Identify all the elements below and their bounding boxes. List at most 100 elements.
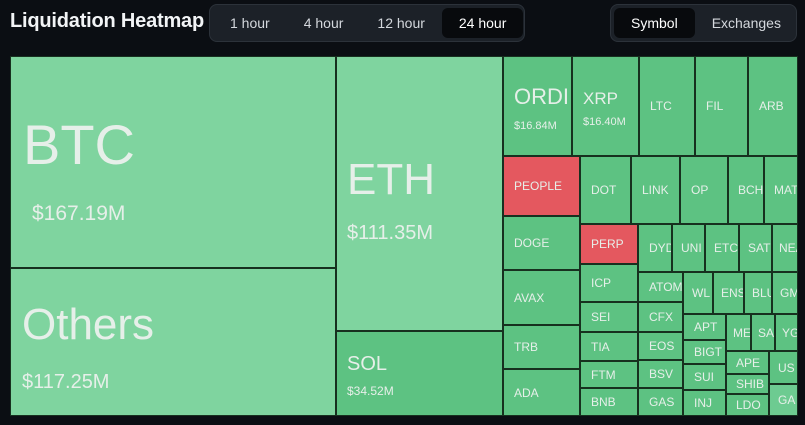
tile-dot[interactable]: DOT: [580, 156, 631, 224]
tile-people[interactable]: PEOPLE: [503, 156, 580, 216]
tile-symbol: OP: [691, 183, 709, 197]
tile-doge[interactable]: DOGE: [503, 216, 580, 270]
tile-wl[interactable]: WL: [683, 272, 713, 314]
tile-symbol: DYD: [649, 241, 672, 255]
tile-ada[interactable]: ADA: [503, 369, 580, 416]
tile-etc[interactable]: ETC: [705, 224, 739, 272]
tile-symbol: ORDI: [514, 84, 569, 109]
tile-symbol: TRB: [514, 340, 538, 354]
tile-value: $16.40M: [583, 116, 626, 128]
tile-bsv[interactable]: BSV: [638, 360, 683, 388]
tile-symbol: SUI: [694, 370, 715, 384]
tile-shib[interactable]: SHIB: [726, 374, 769, 394]
tile-sat[interactable]: SAT: [739, 224, 772, 272]
tile-symbol: APT: [694, 320, 718, 334]
tile-ens[interactable]: ENS: [713, 272, 744, 314]
tile-op[interactable]: OP: [680, 156, 728, 224]
tile-apt[interactable]: APT: [683, 314, 726, 340]
tile-symbol: AVAX: [514, 290, 545, 305]
tile-symbol: DOT: [591, 183, 617, 197]
time-range-1h-button[interactable]: 1 hour: [230, 15, 270, 31]
tile-symbol: NEA: [779, 241, 797, 255]
tile-bigt[interactable]: BIGT: [683, 340, 726, 364]
tile-ldo[interactable]: LDO: [726, 394, 769, 416]
tile-symbol: SAT: [748, 241, 771, 255]
tile-symbol: MAT: [774, 183, 798, 197]
tile-symbol: PEOPLE: [514, 179, 563, 193]
tile-symbol: GAS: [649, 395, 675, 409]
tile-link[interactable]: LINK: [631, 156, 680, 224]
tile-symbol: LTC: [650, 99, 672, 113]
tile-sei[interactable]: SEI: [580, 302, 638, 332]
tile-tia[interactable]: TIA: [580, 332, 638, 361]
time-range-12h-button[interactable]: 12 hour: [377, 15, 425, 31]
tile-perp[interactable]: PERP: [580, 224, 638, 264]
page-title: Liquidation Heatmap: [10, 10, 204, 32]
tile-symbol: SA: [758, 325, 775, 340]
tile-atom[interactable]: ATOM: [638, 272, 683, 302]
tile-eth[interactable]: ETH $111.35M: [336, 56, 503, 331]
tile-ape[interactable]: APE: [726, 351, 769, 374]
tile-symbol: LINK: [642, 183, 669, 197]
tile-symbol: SOL: [347, 353, 388, 375]
tile-symbol: GA: [778, 393, 796, 407]
tile-symbol: DOGE: [514, 236, 550, 250]
tile-symbol: YG: [782, 325, 798, 340]
tile-us[interactable]: US: [769, 351, 798, 384]
tile-symbol: BIGT: [694, 345, 723, 359]
tile-trb[interactable]: TRB: [503, 325, 580, 369]
tile-symbol: Others: [22, 300, 155, 349]
tile-symbol: BTC: [23, 113, 135, 176]
tile-bch[interactable]: BCH: [728, 156, 764, 224]
tile-arb[interactable]: ARB: [748, 56, 798, 156]
tile-symbol: ICP: [591, 276, 612, 290]
tile-avax[interactable]: AVAX: [503, 270, 580, 325]
tile-symbol: FTM: [591, 367, 616, 382]
tile-fil[interactable]: FIL: [695, 56, 748, 156]
tile-sa[interactable]: SA: [751, 314, 775, 351]
view-symbol-button[interactable]: Symbol: [614, 8, 695, 38]
tile-sol[interactable]: SOL $34.52M: [336, 331, 503, 416]
tile-nea[interactable]: NEA: [772, 224, 798, 272]
tile-symbol: ATOM: [649, 280, 683, 294]
tile-mat[interactable]: MAT: [764, 156, 798, 224]
tile-others[interactable]: Others $117.25M: [10, 268, 336, 416]
tile-symbol: PERP: [591, 237, 624, 251]
tile-symbol: ETC: [714, 241, 738, 255]
tile-ordi[interactable]: ORDI $16.84M: [503, 56, 572, 156]
tile-dyd[interactable]: DYD: [638, 224, 672, 272]
tile-gas[interactable]: GAS: [638, 388, 683, 416]
tile-blu[interactable]: BLU: [744, 272, 772, 314]
tile-symbol: TIA: [591, 339, 610, 354]
tile-bnb[interactable]: BNB: [580, 388, 638, 416]
tile-symbol: INJ: [694, 396, 712, 410]
tile-symbol: WL: [692, 286, 710, 300]
tile-value: $167.19M: [32, 202, 126, 225]
tile-symbol: ME: [733, 325, 751, 340]
view-mode-selector: Symbol Exchanges: [610, 4, 797, 42]
tile-icp[interactable]: ICP: [580, 264, 638, 302]
tile-ftm[interactable]: FTM: [580, 361, 638, 388]
tile-symbol: ENS: [721, 286, 744, 300]
tile-ltc[interactable]: LTC: [639, 56, 695, 156]
tile-cfx[interactable]: CFX: [638, 302, 683, 332]
tile-btc[interactable]: BTC $167.19M: [10, 56, 336, 268]
tile-me[interactable]: ME: [726, 314, 751, 351]
tile-sui[interactable]: SUI: [683, 364, 726, 390]
tile-symbol: FIL: [706, 99, 724, 113]
view-exchanges-button[interactable]: Exchanges: [711, 15, 781, 31]
tile-xrp[interactable]: XRP $16.40M: [572, 56, 639, 156]
tile-ga[interactable]: GA: [769, 384, 798, 416]
time-range-4h-button[interactable]: 4 hour: [303, 15, 344, 31]
tile-value: $117.25M: [22, 371, 110, 393]
time-range-24h-button[interactable]: 24 hour: [441, 8, 524, 38]
tile-symbol: APE: [736, 355, 761, 370]
tile-yg[interactable]: YG: [775, 314, 798, 351]
tile-inj[interactable]: INJ: [683, 390, 726, 416]
tile-uni[interactable]: UNI: [672, 224, 705, 272]
tile-gm[interactable]: GM: [772, 272, 798, 314]
time-range-selector: 1 hour 4 hour 12 hour 24 hour: [209, 4, 525, 42]
tile-symbol: EOS: [649, 339, 675, 353]
tile-symbol: SHIB: [736, 377, 765, 391]
tile-eos[interactable]: EOS: [638, 332, 683, 360]
